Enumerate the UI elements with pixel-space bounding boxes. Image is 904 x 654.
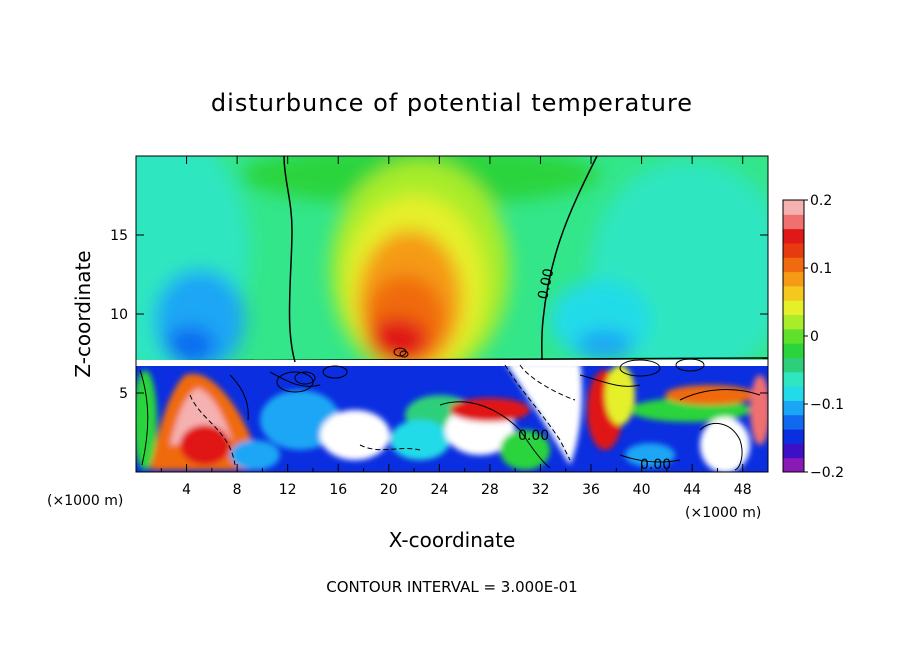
- zero-contour-left: [283, 156, 296, 363]
- colorbar-swatch: [783, 343, 804, 358]
- colorbar-swatch: [783, 371, 804, 387]
- colorbar-swatch: [783, 300, 804, 316]
- colorbar-swatch: [783, 285, 804, 301]
- zero-contour-right: [541, 156, 598, 361]
- y-tick-label: 10: [110, 307, 128, 323]
- colorbar-swatch: [783, 443, 804, 459]
- colorbar-swatch: [783, 271, 804, 287]
- mid-green-blob: [500, 430, 550, 470]
- colorbar-swatch: [783, 214, 804, 230]
- contour-label: 0.00: [640, 457, 671, 473]
- colorbar-tick-label: −0.1: [810, 397, 844, 413]
- x-tick-label: 36: [582, 482, 600, 498]
- colorbar-swatch: [783, 314, 804, 330]
- x-axis-ticks: 4 8 12 16 20 24 28 32 36 40 44 48: [160, 156, 752, 498]
- central-white-wedge: [505, 362, 582, 465]
- colorbar-swatch: [783, 228, 804, 244]
- right-blue-patch: [577, 330, 633, 360]
- center-white-blob: [320, 410, 390, 460]
- right-red-band: [665, 385, 755, 405]
- right-yellow-plume: [605, 365, 635, 425]
- x-tick-label: 28: [481, 482, 499, 498]
- y-axis-ticks: 5 10 15: [110, 228, 768, 402]
- left-deep-blue-patch: [165, 327, 215, 363]
- plot-area: 0.00 0.00 0.00: [136, 156, 768, 473]
- lower-contours: [139, 347, 761, 471]
- contour-label: 0.00: [518, 428, 549, 444]
- colorbar-ticks: 0.2 0.1 0 −0.1 −0.2: [804, 193, 844, 481]
- x-tick-label: 20: [380, 482, 398, 498]
- x-tick-label: 40: [633, 482, 651, 498]
- left-green-strip: [136, 370, 157, 470]
- colorbar-swatch: [783, 429, 804, 444]
- x-tick-label: 32: [532, 482, 550, 498]
- colorbar-tick-label: −0.2: [810, 465, 844, 481]
- colorbar-swatch: [783, 414, 804, 430]
- colorbar-swatch: [783, 400, 804, 416]
- x-tick-label: 4: [182, 482, 191, 498]
- x-unit-label-left: (×1000 m): [47, 493, 123, 509]
- far-right-pink: [750, 375, 768, 445]
- mid-red-arc: [450, 398, 530, 422]
- colorbar-swatch: [783, 357, 804, 373]
- upper-field: [136, 156, 768, 380]
- y-tick-label: 15: [110, 228, 128, 244]
- contour-interval-note: CONTOUR INTERVAL = 3.000E-01: [326, 578, 577, 596]
- left-red-blob: [180, 425, 230, 465]
- x-tick-label: 12: [279, 482, 297, 498]
- colorbar-swatch: [783, 257, 804, 273]
- x-tick-label: 48: [734, 482, 752, 498]
- lower-field: [136, 362, 768, 472]
- inversion-white-band: [136, 360, 768, 366]
- colorbar: [783, 200, 804, 473]
- lower-left-cyan: [230, 440, 280, 470]
- colorbar-swatch: [783, 386, 804, 401]
- colorbar-swatch: [783, 457, 804, 473]
- colorbar-swatch: [783, 200, 804, 215]
- x-unit-label-right: (×1000 m): [685, 505, 761, 521]
- x-tick-label: 16: [329, 482, 347, 498]
- x-tick-label: 8: [233, 482, 242, 498]
- lower-right-cyan: [625, 443, 675, 467]
- warm-red: [368, 318, 428, 362]
- x-tick-label: 44: [683, 482, 701, 498]
- y-axis-title: Z-coordinate: [71, 250, 95, 377]
- center-cyan-blob: [390, 420, 450, 460]
- right-white-blob: [700, 417, 750, 472]
- colorbar-swatch: [783, 328, 804, 344]
- x-tick-label: 24: [430, 482, 448, 498]
- colorbar-swatch: [783, 242, 804, 258]
- x-axis-title: X-coordinate: [389, 528, 516, 552]
- contour-label: 0.00: [535, 267, 557, 301]
- colorbar-tick-label: 0.1: [810, 261, 832, 277]
- y-tick-label: 5: [119, 386, 128, 402]
- colorbar-tick-label: 0: [810, 329, 819, 345]
- colorbar-tick-label: 0.2: [810, 193, 832, 209]
- chart-title: disturbunce of potential temperature: [211, 89, 693, 117]
